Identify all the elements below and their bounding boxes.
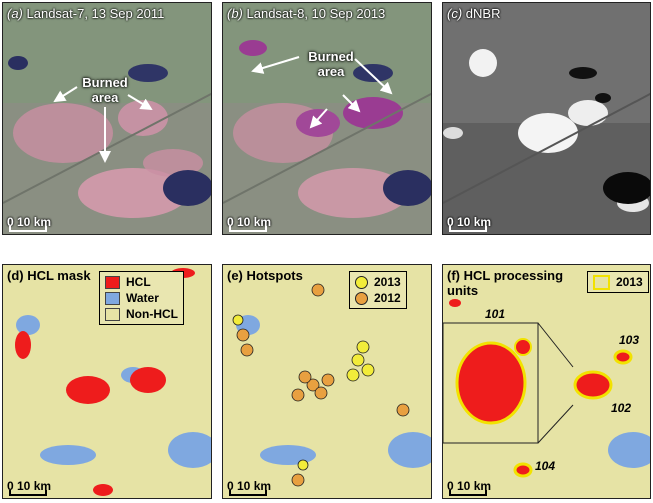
panel-e-hotspots: (e) Hotspots 2013 2012 0 10 km: [222, 264, 432, 499]
panel-e-title: (e) Hotspots: [227, 268, 303, 283]
scale-bar: 0 10 km: [227, 215, 271, 232]
hotspots-legend: 2013 2012: [349, 271, 407, 309]
panel-c-title: (c) dNBR: [447, 6, 501, 21]
scale-bar: 0 10 km: [227, 479, 271, 496]
dnbr-image: [443, 3, 650, 234]
unit-label-101: 101: [485, 307, 506, 321]
legend-item-2012: 2012: [355, 290, 401, 306]
panel-b-landsat8: (b) Landsat-8, 10 Sep 2013 Burned area 0…: [222, 2, 432, 235]
scale-bar: 0 10 km: [447, 479, 491, 496]
hotspots-map: [232, 283, 431, 487]
unit-label-104: 104: [535, 459, 556, 473]
processing-units-legend: 2013: [587, 271, 649, 293]
panel-d-hcl-mask: (d) HCL mask HCL Water Non-HCL 0 10 km: [2, 264, 212, 499]
panel-c-dnbr: (c) dNBR 0 10 km: [442, 2, 651, 235]
burned-area-label: Burned area: [308, 49, 354, 79]
legend-item-non-hcl: Non-HCL: [105, 306, 178, 322]
panel-f-processing-units: (f) HCL processing units 2013 101 103 102…: [442, 264, 651, 499]
scale-bar: 0 10 km: [447, 215, 491, 232]
burned-area-label: Burned area: [82, 75, 128, 105]
panel-b-title: (b) Landsat-8, 10 Sep 2013: [227, 6, 386, 21]
burned-area-arrows: [251, 56, 393, 129]
hcl-mask-legend: HCL Water Non-HCL: [99, 271, 184, 325]
legend-item-2013: 2013: [355, 274, 401, 290]
unit-label-102: 102: [611, 401, 632, 415]
scale-bar: 0 10 km: [7, 215, 51, 232]
unit-label-103: 103: [619, 333, 640, 347]
landsat7-image: [3, 3, 211, 234]
panel-a-title: (a) Landsat-7, 13 Sep 2011: [7, 6, 165, 21]
processing-units-map: [443, 299, 650, 478]
legend-item-hcl: HCL: [105, 274, 178, 290]
burned-area-arrows: [53, 86, 153, 163]
scale-bar: 0 10 km: [7, 479, 51, 496]
panel-a-landsat7: (a) Landsat-7, 13 Sep 2011 Burned area 0…: [2, 2, 212, 235]
legend-item-water: Water: [105, 290, 178, 306]
panel-d-title: (d) HCL mask: [7, 268, 91, 283]
hcl-mask-map: [15, 268, 211, 496]
legend-item-2013: 2013: [593, 274, 643, 290]
panel-f-title: (f) HCL processing units: [447, 268, 564, 298]
